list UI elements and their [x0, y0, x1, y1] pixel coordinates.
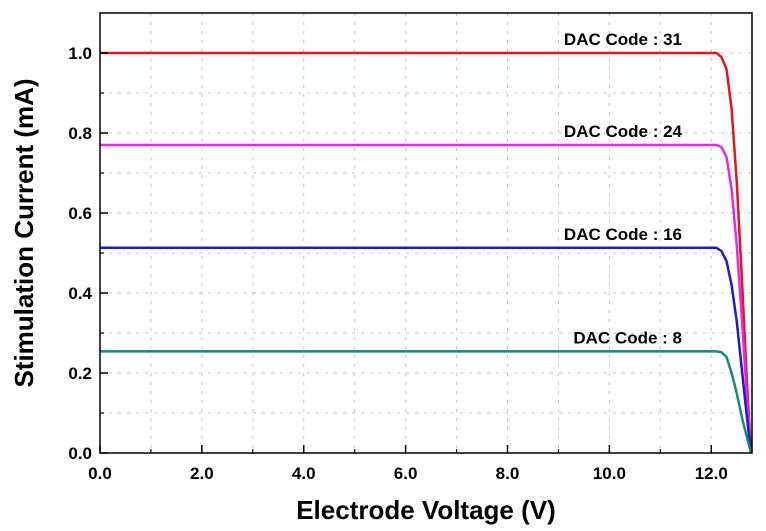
y-tick-label: 0.2 [68, 364, 92, 383]
x-tick-label: 10.0 [593, 464, 626, 483]
x-tick-label: 12.0 [695, 464, 728, 483]
series-line-0 [100, 51, 753, 454]
y-tick-label: 0.6 [68, 204, 92, 223]
y-tick-label: 0.8 [68, 124, 92, 143]
series-label-2: DAC Code : 16 [564, 225, 682, 244]
x-tick-label: 8.0 [496, 464, 520, 483]
tick-labels: 0.0 2.0 4.0 6.0 8.0 10.0 12.0 0.0 0.2 0.4 0.6 0.8 1.… [68, 44, 727, 483]
series-lines [100, 51, 753, 454]
series-label-0: DAC Code : 31 [564, 30, 682, 49]
series-label-3: DAC Code : 8 [573, 328, 682, 347]
y-tick-label: 0.4 [68, 284, 92, 303]
series-line-3 [100, 350, 753, 454]
series-line-1 [100, 143, 753, 454]
series-label-1: DAC Code : 24 [564, 122, 683, 141]
x-axis-title: Electrode Voltage (V) [296, 495, 556, 525]
y-tick-label: 1.0 [68, 44, 92, 63]
x-tick-label: 4.0 [292, 464, 316, 483]
y-axis-title: Stimulation Current (mA) [9, 78, 39, 387]
series-annotations: DAC Code : 31 DAC Code : 24 DAC Code : 16 D… [564, 30, 683, 347]
y-tick-label: 0.0 [68, 444, 92, 463]
series-line-2 [100, 246, 753, 454]
x-tick-label: 2.0 [190, 464, 214, 483]
x-tick-label: 6.0 [394, 464, 418, 483]
x-tick-label: 0.0 [88, 464, 112, 483]
plot-frame [99, 12, 753, 454]
axes [99, 12, 753, 454]
